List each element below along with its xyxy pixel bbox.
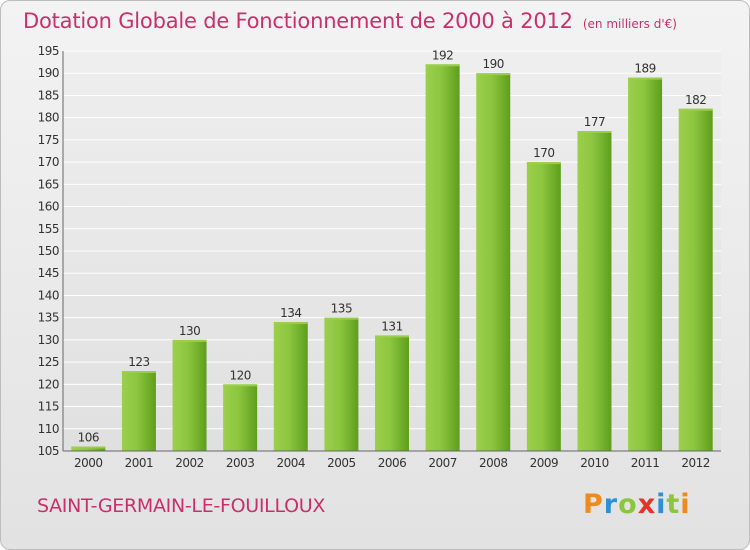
bar-cap-2004 (273, 322, 308, 325)
commune-name: SAINT-GERMAIN-LE-FOUILLOUX (37, 495, 326, 517)
bar-2006 (375, 335, 409, 451)
x-tick-label-2000: 2000 (74, 456, 103, 470)
bar-cap-2009 (526, 162, 561, 165)
bar-2003 (223, 384, 258, 451)
bar-cap-2006 (375, 335, 409, 338)
y-tick-label-105: 105 (38, 444, 59, 458)
data-label-2008: 190 (483, 57, 504, 71)
bar-2001 (121, 371, 156, 451)
bar-2012 (678, 108, 713, 452)
bar-2010 (577, 131, 612, 451)
y-tick-label-190: 190 (38, 66, 59, 80)
x-tick-label-2010: 2010 (580, 456, 609, 470)
bar-cap-2007 (425, 64, 460, 67)
bar-2008 (476, 73, 511, 451)
bar-cap-2011 (628, 77, 663, 80)
x-tick-label-2002: 2002 (175, 456, 204, 470)
logo-letter: i (656, 489, 667, 520)
y-tick-label-185: 185 (38, 88, 59, 102)
data-label-2006: 131 (381, 319, 402, 333)
y-tick-label-175: 175 (38, 133, 59, 147)
logo-letter: t (666, 489, 681, 520)
data-label-2001: 123 (128, 355, 149, 369)
x-tick-label-2004: 2004 (276, 456, 305, 470)
x-tick-label-2005: 2005 (327, 456, 356, 470)
bar-2007 (425, 64, 460, 452)
bar-2000 (71, 446, 106, 451)
bar-cap-2000 (71, 446, 106, 449)
bar-cap-2003 (223, 384, 258, 387)
x-tick-label-2012: 2012 (681, 456, 710, 470)
proxiti-logo: Proxiti (583, 489, 691, 520)
y-tick-label-195: 195 (38, 44, 59, 58)
data-label-2011: 189 (634, 62, 655, 76)
data-label-2012: 182 (685, 93, 706, 107)
data-label-2009: 170 (533, 146, 554, 160)
chart-unit: (en milliers d'€) (582, 17, 677, 31)
chart-title-block: Dotation Globale de Fonctionnement de 20… (23, 9, 677, 33)
bar-2009 (526, 162, 561, 451)
data-label-2010: 177 (584, 115, 605, 129)
x-tick-label-2011: 2011 (631, 456, 660, 470)
logo-letter: i (680, 489, 691, 520)
bar-cap-2008 (476, 73, 511, 76)
bar-2011 (628, 77, 663, 452)
y-tick-label-125: 125 (38, 355, 59, 369)
data-label-2005: 135 (331, 302, 352, 316)
bar-cap-2012 (678, 108, 713, 111)
y-tick-label-115: 115 (38, 400, 59, 414)
y-tick-label-140: 140 (38, 288, 59, 302)
y-tick-label-150: 150 (38, 244, 59, 258)
y-tick-label-135: 135 (38, 311, 59, 325)
y-tick-labels: 105 110 115 120 125 130 135 140 145 150 155 160 165 1… (38, 44, 60, 458)
x-tick-label-2009: 2009 (530, 456, 559, 470)
data-labels: 106 123 130 120 134 135 131 192 190 170 177 189 182 (78, 48, 707, 444)
y-tick-label-170: 170 (38, 155, 59, 169)
bar-cap-2002 (172, 339, 207, 342)
bar-2005 (324, 317, 359, 451)
y-tick-label-155: 155 (38, 222, 59, 236)
x-tick-label-2006: 2006 (378, 456, 407, 470)
bar-2002 (172, 339, 207, 451)
chart-title: Dotation Globale de Fonctionnement de 20… (23, 9, 573, 33)
y-tick-label-110: 110 (38, 422, 59, 436)
axes (62, 51, 721, 452)
logo-letter: P (583, 489, 604, 520)
bar-cap-2010 (577, 131, 612, 133)
y-tick-label-165: 165 (38, 177, 59, 191)
x-tick-label-2007: 2007 (428, 456, 457, 470)
data-label-2003: 120 (229, 368, 250, 382)
logo-letter: x (637, 489, 657, 520)
x-tick-label-2003: 2003 (226, 456, 255, 470)
y-tick-label-145: 145 (38, 266, 59, 280)
data-label-2002: 130 (179, 324, 200, 338)
logo-letter: o (618, 489, 638, 520)
bar-2004 (273, 322, 308, 451)
data-label-2007: 192 (432, 48, 453, 62)
bar-cap-2001 (121, 371, 156, 373)
bars (71, 64, 713, 452)
data-label-2004: 134 (280, 306, 301, 320)
bar-cap-2005 (324, 317, 359, 320)
x-tick-label-2001: 2001 (125, 456, 154, 470)
x-tick-label-2008: 2008 (479, 456, 508, 470)
y-tick-label-130: 130 (38, 333, 59, 347)
logo-letter: r (603, 489, 619, 520)
data-label-2000: 106 (78, 431, 99, 445)
y-tick-label-120: 120 (38, 377, 59, 391)
x-tick-labels: 2000 2001 2002 2003 2004 2005 2006 2007 2008 2009… (74, 456, 710, 470)
y-tick-label-180: 180 (38, 111, 59, 125)
y-tick-label-160: 160 (38, 200, 59, 214)
